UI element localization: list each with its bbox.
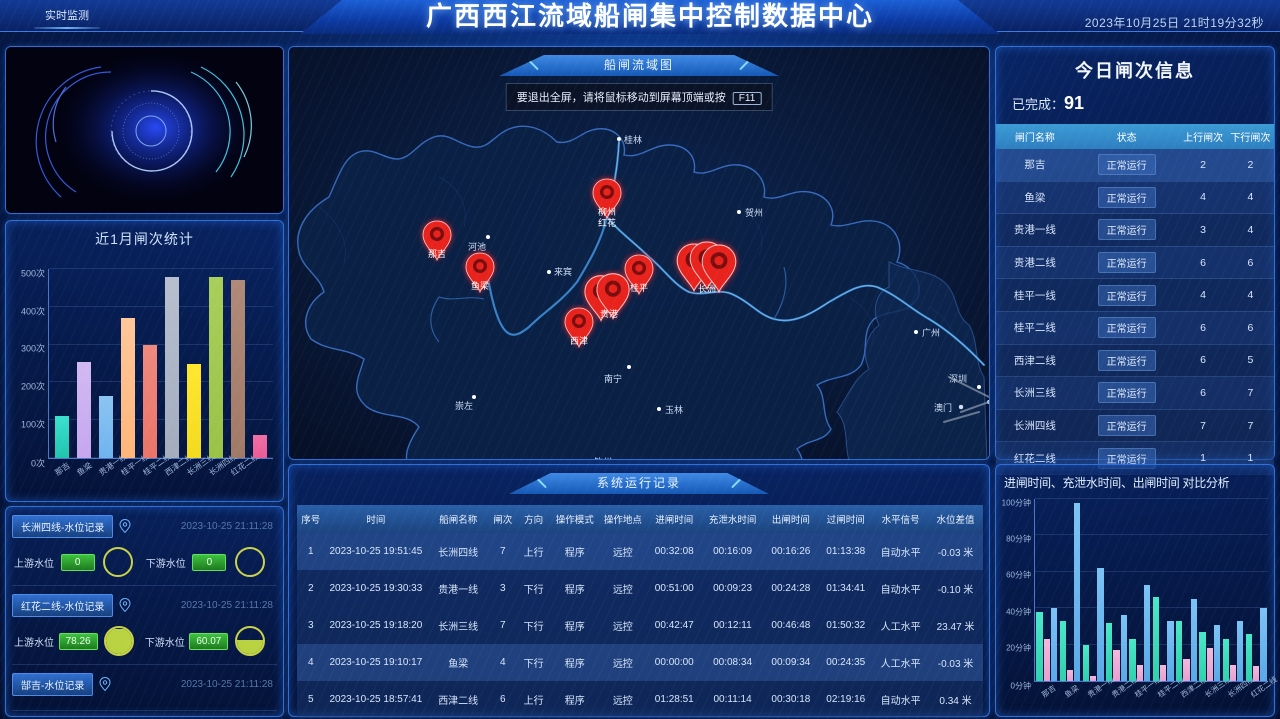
svg-text:鱼梁: 鱼梁 [471, 280, 489, 291]
svg-text:来宾: 来宾 [554, 266, 572, 277]
svg-text:崇左: 崇左 [455, 400, 473, 411]
svg-text:西津: 西津 [570, 336, 588, 346]
svg-text:那吉: 那吉 [428, 249, 446, 259]
svg-text:南宁: 南宁 [604, 373, 622, 384]
svg-text:澳门: 澳门 [934, 402, 952, 413]
svg-text:钦州: 钦州 [594, 456, 612, 459]
svg-text:贵港: 贵港 [600, 308, 618, 319]
svg-text:柳州: 柳州 [598, 206, 616, 217]
svg-text:长洲: 长洲 [698, 283, 716, 294]
svg-text:贺州: 贺州 [745, 207, 763, 218]
svg-text:河池: 河池 [468, 241, 486, 252]
svg-text:广州: 广州 [922, 327, 940, 338]
svg-text:桂林: 桂林 [624, 134, 642, 145]
svg-text:桂平: 桂平 [630, 282, 648, 293]
svg-text:红花: 红花 [598, 217, 616, 228]
svg-text:玉林: 玉林 [665, 404, 683, 415]
